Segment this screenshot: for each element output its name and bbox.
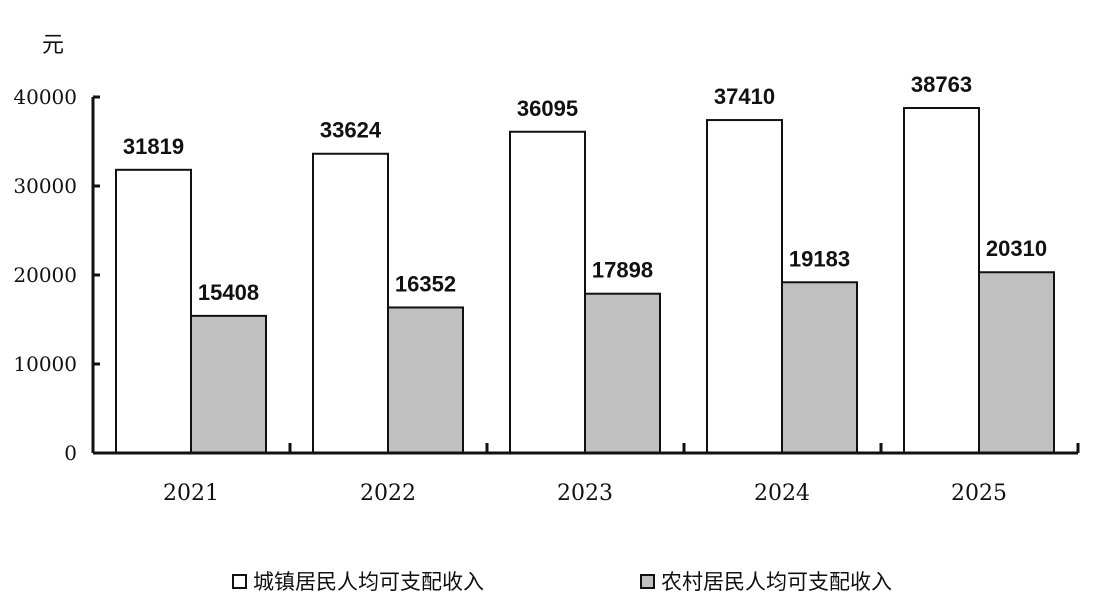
legend-label-urban: 城镇居民人均可支配收入	[253, 570, 484, 594]
legend-swatch-rural	[640, 573, 655, 589]
x-category-label: 2021	[163, 481, 219, 506]
data-label-rural: 15408	[198, 280, 259, 305]
data-label-urban: 38763	[911, 72, 972, 97]
bar-urban	[509, 130, 586, 455]
bar-urban	[706, 119, 783, 455]
data-labels-group: 31819 15408 33624 16352 36095 17898 37410 19183…	[123, 72, 1047, 305]
data-label-rural: 16352	[395, 271, 456, 296]
y-tick-label: 30000	[13, 174, 77, 198]
data-label-urban: 37410	[714, 84, 775, 109]
legend-swatch-urban	[232, 573, 247, 589]
bar-urban	[312, 152, 389, 454]
y-tick-label: 10000	[13, 352, 77, 376]
legend-label-rural: 农村居民人均可支配收入	[661, 570, 892, 594]
x-category-label: 2025	[951, 481, 1007, 506]
x-category-label: 2024	[754, 481, 810, 506]
x-category-label: 2023	[557, 481, 613, 506]
data-label-urban: 33624	[320, 118, 382, 143]
bars-group	[115, 107, 1055, 455]
y-tick-label: 40000	[13, 85, 77, 109]
bar-rural	[584, 292, 661, 454]
data-label-urban: 36095	[517, 96, 578, 121]
bar-rural	[978, 271, 1055, 454]
bar-urban	[115, 168, 192, 454]
bar-urban	[903, 107, 980, 454]
y-tick-label: 20000	[13, 263, 77, 287]
y-axis-unit-label: 元	[42, 33, 64, 58]
y-tick-label: 0	[64, 441, 77, 465]
axes-group	[91, 97, 1080, 455]
x-axis-labels: 2021 2022 2023 2024 2025	[163, 481, 1007, 506]
data-label-urban: 31819	[123, 134, 184, 159]
legend: 城镇居民人均可支配收入 农村居民人均可支配收入	[0, 566, 1093, 596]
y-axis-ticks: 0 10000 20000 30000 40000	[13, 85, 100, 465]
bar-rural	[781, 281, 858, 454]
bar-rural	[387, 306, 464, 454]
data-label-rural: 17898	[592, 258, 653, 283]
legend-item-urban: 城镇居民人均可支配收入	[232, 566, 484, 596]
bar-rural	[190, 314, 267, 454]
legend-item-rural: 农村居民人均可支配收入	[640, 566, 892, 596]
data-label-rural: 19183	[789, 246, 850, 271]
x-category-label: 2022	[360, 481, 416, 506]
data-label-rural: 20310	[986, 236, 1047, 261]
